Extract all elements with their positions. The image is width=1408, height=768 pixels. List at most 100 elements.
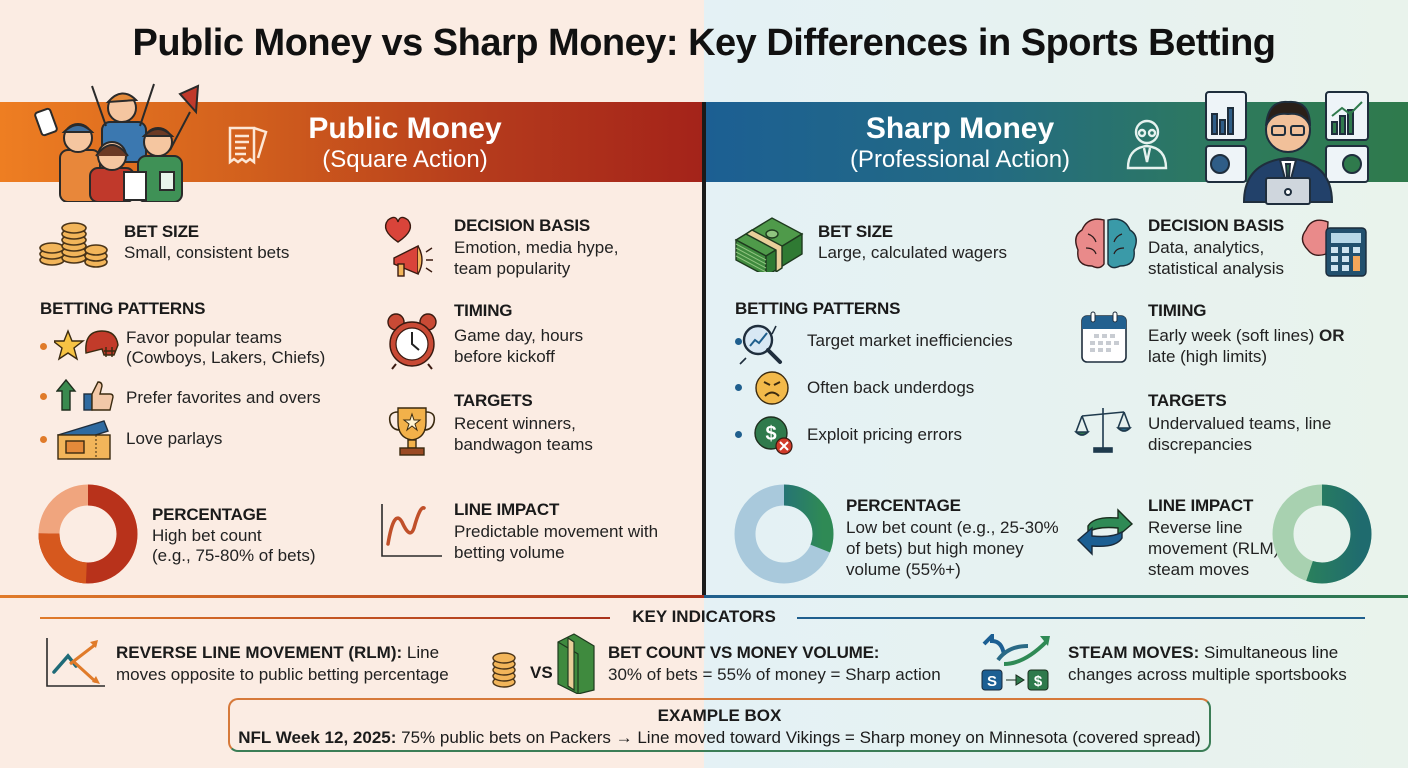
- public-pattern-1-text: Favor popular teams: [126, 328, 282, 347]
- sharp-targets-text2: discrepancies: [1148, 435, 1252, 454]
- trophy-icon: [388, 407, 436, 456]
- public-decision-basis-label: DECISION BASIS: [454, 216, 591, 235]
- dollar-error-icon: $: [754, 416, 793, 455]
- public-decision-basis-text: Emotion, media hype,: [454, 238, 619, 257]
- steam-indicator-text2: changes across multiple sportsbooks: [1068, 665, 1347, 684]
- public-panel-bottom-border: [0, 595, 704, 598]
- public-decision-basis-text2: team popularity: [454, 259, 571, 278]
- key-indicators-rule-left: [40, 617, 610, 619]
- public-timing-text: Game day, hours: [454, 326, 584, 345]
- cash-stack-icon: [734, 217, 804, 272]
- example-box: EXAMPLE BOX NFL Week 12, 2025: 75% publi…: [228, 698, 1211, 752]
- example-box-title: EXAMPLE BOX: [657, 706, 782, 725]
- public-money-title: Public Money: [308, 112, 502, 145]
- brain-icon: [1075, 218, 1137, 269]
- public-percentage-text: High bet count: [152, 526, 262, 545]
- sharp-line-impact-donut-icon: [1272, 484, 1372, 584]
- public-percentage-donut-icon: [38, 484, 138, 584]
- balance-scale-icon: [1074, 408, 1132, 453]
- sharp-timing-text-line: Early week (soft lines) OR: [1148, 325, 1345, 346]
- sharp-percentage-text: Low bet count (e.g., 25-30%: [846, 518, 1059, 537]
- public-line-impact-text: Predictable movement with: [454, 522, 659, 541]
- center-divider: [702, 102, 706, 596]
- steam-indicator-text: Simultaneous line: [1204, 643, 1339, 662]
- wave-chart-icon: [381, 504, 442, 557]
- receipt-icon: [228, 126, 268, 165]
- sharp-bet-size-label: BET SIZE: [818, 222, 893, 241]
- rlm-indicator-line1: REVERSE LINE MOVEMENT (RLM): Line: [116, 643, 439, 663]
- sharp-percentage-donut-icon: [734, 484, 834, 584]
- sharp-timing-text: Early week (soft lines): [1148, 326, 1315, 345]
- steam-indicator-label: STEAM MOVES:: [1068, 643, 1200, 662]
- public-targets-text2: bandwagon teams: [454, 435, 593, 454]
- public-money-subtitle: (Square Action): [322, 146, 488, 173]
- star-helmet-icon: [54, 329, 119, 361]
- public-percentage-text2: (e.g., 75-80% of bets): [152, 546, 316, 565]
- sharp-decision-basis-text: Data, analytics,: [1148, 238, 1265, 257]
- key-indicators-title: KEY INDICATORS: [632, 607, 776, 626]
- public-pattern-1-text2: (Cowboys, Lakers, Chiefs): [126, 348, 326, 367]
- public-timing-label: TIMING: [454, 301, 513, 320]
- bullet: [40, 436, 47, 443]
- sharp-decision-basis-label: DECISION BASIS: [1148, 216, 1285, 235]
- public-money-heading: Public Money (Square Action): [290, 112, 520, 174]
- sharp-money-heading: Sharp Money (Professional Action): [820, 112, 1100, 174]
- public-pattern-3-text: Love parlays: [126, 429, 223, 448]
- cheering-fans-illustration: [34, 83, 200, 202]
- rlm-indicator-label: REVERSE LINE MOVEMENT (RLM):: [116, 643, 403, 662]
- heart-megaphone-icon: [384, 216, 433, 277]
- bet-count-indicator-text: 30% of bets = 55% of money = Sharp actio…: [608, 665, 941, 684]
- sharp-timing-label: TIMING: [1148, 301, 1207, 320]
- calendar-icon: [1081, 311, 1127, 363]
- svg-text:S: S: [987, 673, 997, 690]
- sharp-timing-or: OR: [1319, 326, 1345, 345]
- steam-indicator-line1: STEAM MOVES: Simultaneous line: [1068, 643, 1338, 663]
- sharp-line-impact-label: LINE IMPACT: [1148, 496, 1254, 515]
- sharp-timing-text2: late (high limits): [1148, 347, 1268, 366]
- public-timing-text2: before kickoff: [454, 347, 555, 366]
- brain-calculator-icon: [1301, 219, 1367, 277]
- public-line-impact-text2: betting volume: [454, 543, 565, 562]
- svg-text:$: $: [765, 423, 776, 445]
- key-indicators-rule-right: [797, 617, 1365, 619]
- page-title: Public Money vs Sharp Money: Key Differe…: [132, 22, 1276, 64]
- sharp-betting-patterns-label: BETTING PATTERNS: [735, 299, 901, 318]
- sharp-percentage-text2: of bets) but high money: [846, 539, 1024, 558]
- sharp-targets-text: Undervalued teams, line: [1148, 414, 1332, 433]
- sharp-pattern-2-text: Often back underdogs: [807, 378, 975, 397]
- bullet: [735, 431, 742, 438]
- bet-count-indicator-label: BET COUNT VS MONEY VOLUME:: [608, 643, 880, 662]
- public-betting-patterns-label: BETTING PATTERNS: [40, 299, 206, 318]
- magnifier-chart-icon: [739, 324, 782, 365]
- example-box-label: NFL Week 12, 2025:: [238, 728, 397, 747]
- bullet: [40, 343, 47, 350]
- sharp-money-subtitle: (Professional Action): [849, 146, 1071, 173]
- frowning-face-icon: [755, 371, 789, 405]
- swap-arrows-icon: [1076, 508, 1134, 556]
- coins-vs-cash-icon: VS: [492, 633, 595, 694]
- sharp-percentage-text3: volume (55%+): [846, 560, 961, 579]
- analyst-with-charts-illustration: [1205, 91, 1369, 205]
- sharp-line-impact-text: Reverse line: [1148, 518, 1243, 537]
- bullet: [735, 338, 742, 345]
- public-percentage-label: PERCENTAGE: [152, 505, 267, 524]
- steam-arrows-dollar-icon: S $: [981, 634, 1050, 691]
- bullet: [735, 384, 742, 391]
- bullet: [40, 393, 47, 400]
- sharp-pattern-1-text: Target market inefficiencies: [807, 331, 1013, 350]
- public-pattern-2-text: Prefer favorites and overs: [126, 388, 321, 407]
- coin-stacks-icon: [39, 222, 108, 268]
- svg-text:$: $: [1034, 673, 1043, 690]
- sharp-panel-bottom-border: [704, 595, 1408, 598]
- professional-person-icon: [1126, 119, 1168, 170]
- public-bet-size-text: Small, consistent bets: [124, 243, 290, 262]
- sharp-line-impact-text3: steam moves: [1148, 560, 1250, 579]
- ticket-icon: [56, 420, 111, 460]
- rlm-indicator-text2: moves opposite to public betting percent…: [116, 665, 449, 684]
- arrow-thumbs-up-icon: [56, 378, 114, 411]
- sharp-decision-basis-text2: statistical analysis: [1148, 259, 1285, 278]
- example-box-text-line: NFL Week 12, 2025: 75% public bets on Pa…: [230, 728, 1209, 748]
- public-targets-text: Recent winners,: [454, 414, 576, 433]
- sharp-targets-label: TARGETS: [1148, 391, 1227, 410]
- sharp-pattern-3-text: Exploit pricing errors: [807, 425, 962, 444]
